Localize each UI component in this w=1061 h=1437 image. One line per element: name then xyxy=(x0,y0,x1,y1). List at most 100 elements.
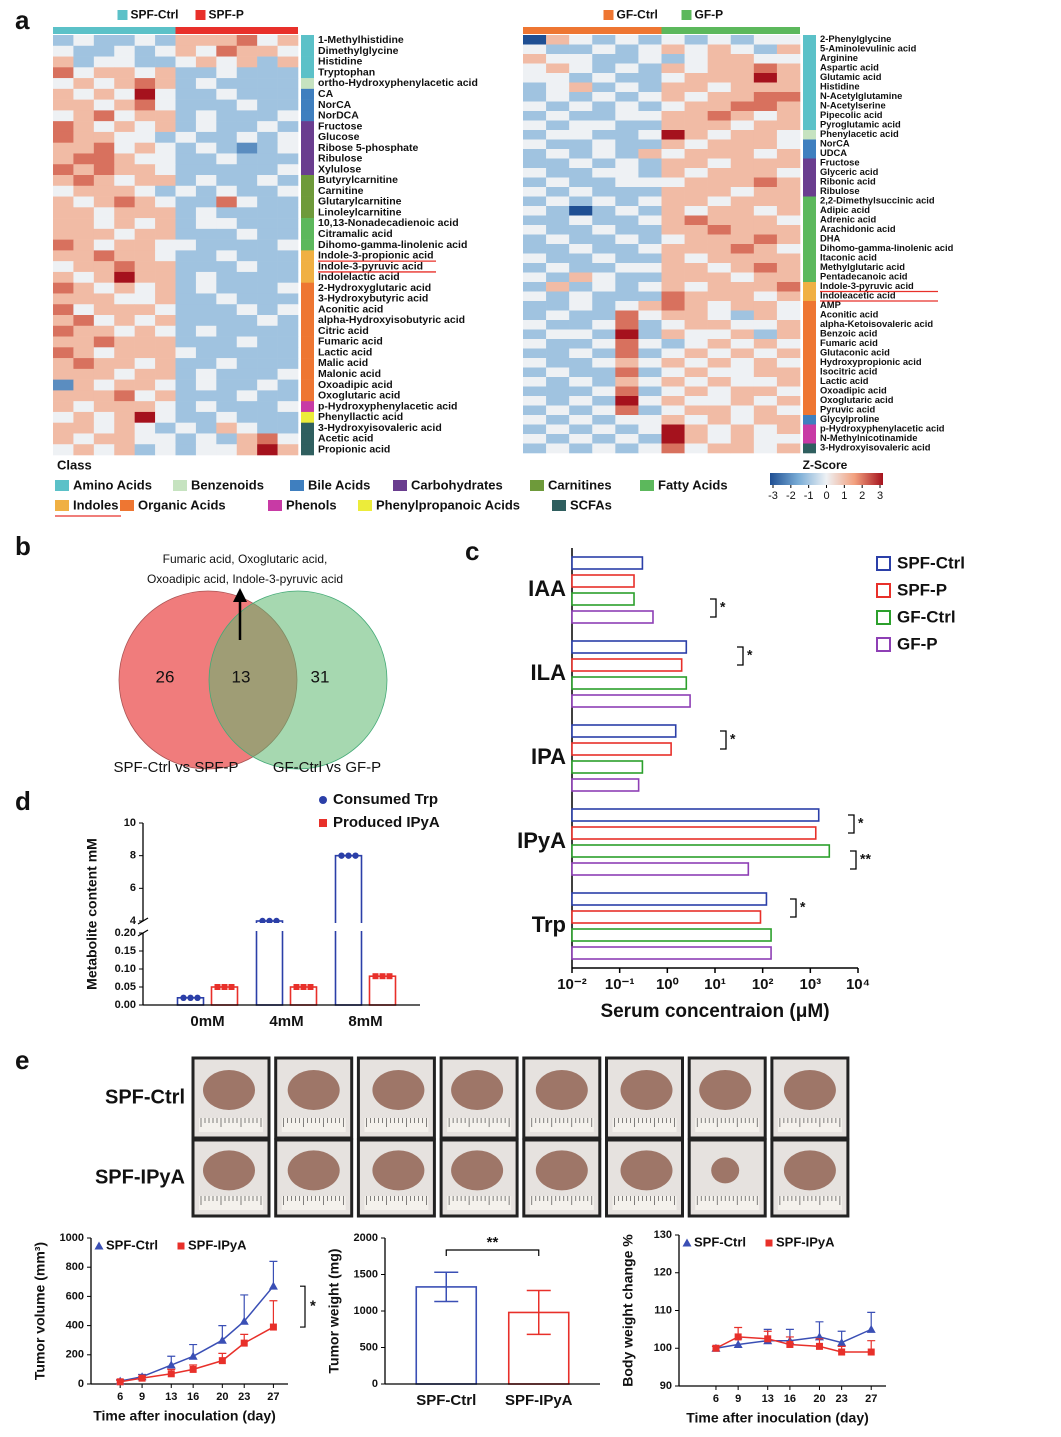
heat-cell xyxy=(753,301,778,311)
heat-cell xyxy=(661,244,685,254)
heat-cell xyxy=(93,282,115,294)
heat-cell xyxy=(546,358,570,368)
heat-cell xyxy=(776,168,801,178)
class-bar xyxy=(803,73,816,83)
heat-cell xyxy=(195,131,217,143)
point xyxy=(300,984,307,990)
point xyxy=(345,852,352,859)
heat-cell xyxy=(546,82,570,93)
row-label: Glutaconic acid xyxy=(820,347,890,358)
heat-cell xyxy=(257,185,278,197)
heat-cell xyxy=(684,63,708,74)
heat-cell xyxy=(175,293,197,305)
heat-cell xyxy=(73,78,95,90)
heat-cell xyxy=(661,149,685,159)
class-label: Benzenoids xyxy=(191,477,264,492)
heat-cell xyxy=(707,367,732,378)
heat-cell xyxy=(114,250,135,262)
heat-cell xyxy=(155,390,176,402)
heat-cell xyxy=(615,92,639,102)
y-tick-label: 0.15 xyxy=(115,945,136,957)
heat-cell xyxy=(175,401,197,413)
heat-cell xyxy=(661,329,685,340)
heat-cell xyxy=(236,121,258,133)
heat-cell xyxy=(93,45,115,57)
point xyxy=(712,1344,720,1352)
heat-cell xyxy=(638,282,662,292)
heat-cell xyxy=(155,433,176,445)
heat-cell xyxy=(638,92,662,102)
heat-cell xyxy=(216,401,238,413)
heat-cell xyxy=(707,168,732,178)
class-bar xyxy=(301,433,314,445)
heat-cell xyxy=(592,244,616,254)
heat-cell xyxy=(753,434,778,444)
class-swatch xyxy=(120,500,134,511)
class-bar xyxy=(301,121,314,133)
heat-cell xyxy=(73,379,95,391)
heat-cell xyxy=(277,45,299,57)
heat-cell xyxy=(257,282,278,294)
heat-cell xyxy=(93,325,115,337)
heat-cell xyxy=(753,82,778,93)
heat-cell xyxy=(569,177,593,188)
heat-cell xyxy=(661,301,685,311)
heat-cell xyxy=(661,92,685,102)
heat-cell xyxy=(236,390,258,402)
y-tick-label: 110 xyxy=(654,1304,672,1316)
heat-cell xyxy=(546,196,570,207)
heat-cell xyxy=(638,215,662,226)
tumor xyxy=(783,1150,836,1191)
heat-cell xyxy=(175,35,197,47)
heat-cell xyxy=(776,396,801,406)
heat-cell xyxy=(707,415,732,425)
ruler xyxy=(777,1196,842,1210)
row-label: 10,13-Nonadecadienoic acid xyxy=(318,217,459,229)
heat-cell xyxy=(257,358,278,370)
heat-cell xyxy=(236,411,258,423)
heat-cell xyxy=(638,329,662,340)
heat-cell xyxy=(195,433,217,445)
heat-cell xyxy=(684,310,708,321)
heat-cell xyxy=(753,187,778,197)
heat-cell xyxy=(134,121,156,133)
y-tick-label: 0 xyxy=(372,1378,378,1390)
heat-cell xyxy=(730,301,755,311)
heat-cell xyxy=(277,99,299,111)
heat-cell xyxy=(73,422,95,434)
row-label: Pipecolic acid xyxy=(820,109,883,120)
heat-cell xyxy=(776,405,801,416)
legend-swatch xyxy=(876,637,891,652)
legend-label: SPF-Ctrl xyxy=(694,1234,746,1249)
heat-cell xyxy=(569,73,593,83)
class-bar xyxy=(301,282,314,294)
heat-cell xyxy=(195,293,217,305)
heat-cell xyxy=(236,175,258,187)
heat-cell xyxy=(195,67,217,79)
heat-cell xyxy=(155,239,176,251)
heat-cell xyxy=(753,73,778,83)
heat-cell xyxy=(707,310,732,321)
class-bar xyxy=(803,196,816,207)
class-bar xyxy=(803,177,816,188)
class-bar xyxy=(803,234,816,245)
heat-cell xyxy=(707,54,732,64)
class-bar xyxy=(803,120,816,131)
legend-label: SPF-P xyxy=(897,580,947,599)
heat-cell xyxy=(175,239,197,251)
bar xyxy=(368,975,397,1006)
point xyxy=(266,917,273,925)
heat-cell xyxy=(257,444,278,456)
heat-cell xyxy=(216,56,238,68)
heat-cell xyxy=(592,367,616,378)
heat-cell xyxy=(93,401,115,413)
bar xyxy=(571,910,762,924)
heat-cell xyxy=(93,196,115,208)
heat-cell xyxy=(730,386,755,397)
heat-cell xyxy=(114,304,135,316)
row-label: Oxoglutaric acid xyxy=(820,394,894,405)
heat-cell xyxy=(684,291,708,302)
row-label: p-Hydroxyphenylacetic acid xyxy=(820,423,945,434)
heat-cell xyxy=(236,261,258,273)
heat-cell xyxy=(216,121,238,133)
